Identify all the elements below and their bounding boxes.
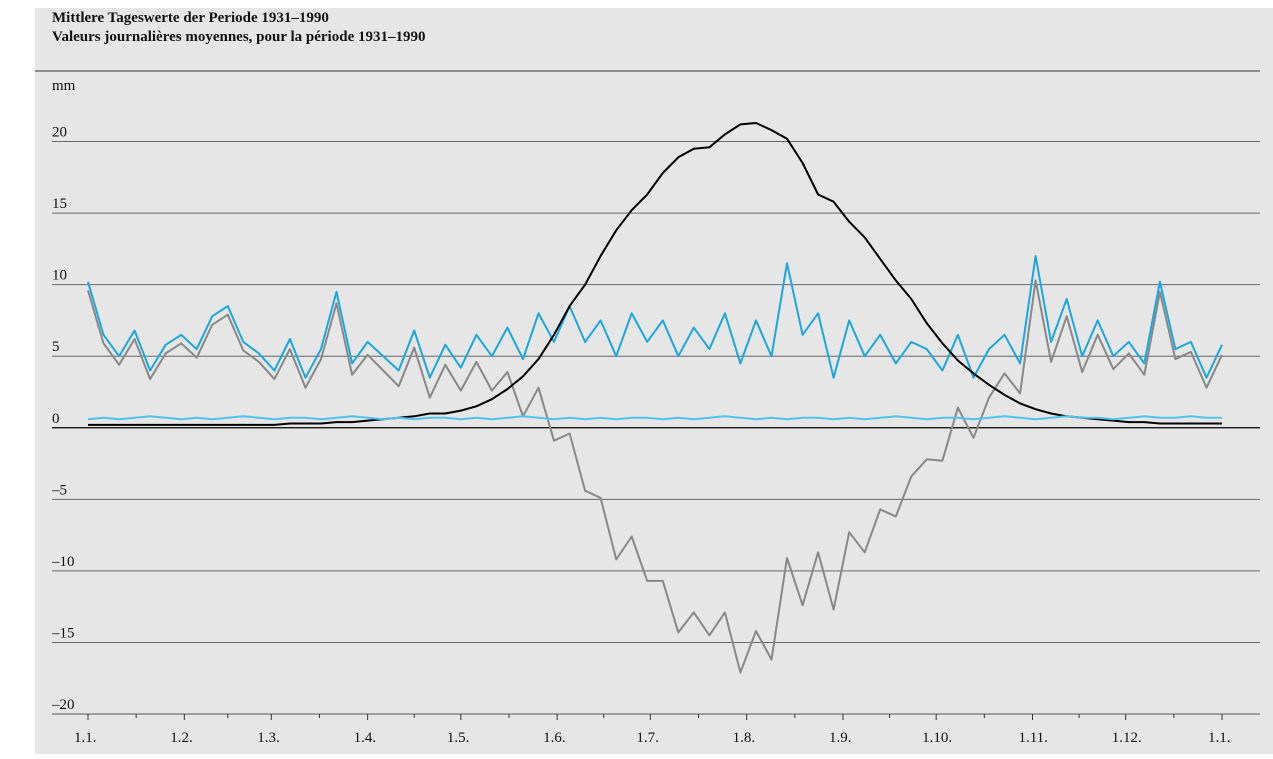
- y-tick-label: –5: [51, 482, 67, 498]
- line-series: [88, 122, 1222, 426]
- x-tick-label: 1.1.: [1208, 730, 1231, 746]
- x-tick-label: 1.12.: [1112, 730, 1142, 746]
- y-tick-label: 0: [52, 411, 60, 427]
- x-tick-label: 1.6.: [543, 730, 566, 746]
- line-series: [87, 415, 1222, 421]
- x-tick-label: 1.4.: [354, 730, 377, 746]
- line-series: [87, 279, 1223, 674]
- x-tick-label: 1.1.: [74, 730, 97, 746]
- y-tick-label: 20: [52, 125, 67, 141]
- y-tick-label: 5: [52, 339, 60, 355]
- y-tick-label: 15: [52, 196, 67, 212]
- x-tick-label: 1.8.: [733, 730, 756, 746]
- y-tick-label: –15: [51, 625, 75, 641]
- x-tick-label: 1.10.: [922, 730, 952, 746]
- x-tick-label: 1.7.: [636, 730, 659, 746]
- x-tick-label: 1.5.: [447, 730, 470, 746]
- y-tick-label: –20: [51, 697, 75, 713]
- background: [35, 8, 1273, 754]
- y-axis-label: mm: [52, 78, 76, 94]
- y-tick-label: –10: [51, 554, 75, 570]
- chart-subtitle: Valeurs journalières moyennes, pour la p…: [52, 29, 425, 45]
- chart-title: Mittlere Tageswerte der Periode 1931–199…: [52, 10, 329, 26]
- x-tick-label: 1.9.: [829, 730, 852, 746]
- x-tick-label: 1.11.: [1018, 730, 1047, 746]
- x-tick-label: 1.3.: [257, 730, 280, 746]
- line-series: [87, 255, 1223, 379]
- y-tick-label: 10: [52, 268, 67, 284]
- x-tick-label: 1.2.: [170, 730, 193, 746]
